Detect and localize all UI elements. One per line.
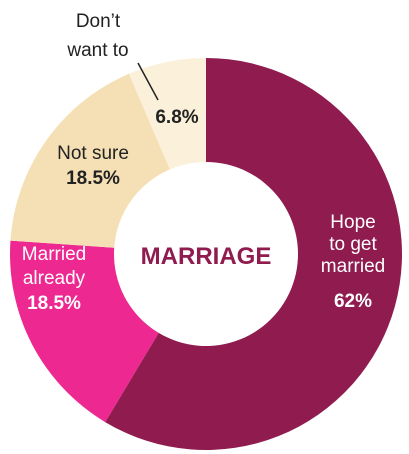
slice-label-line: to get bbox=[329, 234, 377, 255]
slice-value-label: 6.8% bbox=[155, 107, 198, 128]
slice-value-label: 62% bbox=[334, 291, 372, 312]
slice-label-dont-want-to: Don’t want to 6.8% bbox=[66, 11, 198, 128]
slice-label-not-sure: Not sure 18.5% bbox=[57, 143, 129, 189]
donut-slice-0 bbox=[105, 58, 403, 450]
donut-slice-1 bbox=[9, 240, 159, 423]
slice-label-line: Don’t bbox=[76, 11, 121, 32]
slice-label-line: Not sure bbox=[57, 143, 129, 164]
slice-value-label: 18.5% bbox=[66, 168, 120, 189]
donut-slices bbox=[9, 58, 403, 450]
leader-line bbox=[137, 62, 159, 101]
slice-label-hope-to-get-married: Hope to get married 62% bbox=[321, 212, 385, 312]
slice-label-line: Married bbox=[22, 244, 86, 265]
slice-label-line: married bbox=[321, 256, 385, 277]
slice-label-line: already bbox=[23, 268, 86, 289]
slice-label-line: Hope bbox=[330, 212, 375, 233]
donut-slice-3 bbox=[128, 58, 206, 170]
donut-slice-2 bbox=[10, 73, 170, 248]
slice-label-line: want to bbox=[66, 40, 128, 61]
center-label: MARRIAGE bbox=[141, 243, 272, 270]
slice-value-label: 18.5% bbox=[27, 293, 81, 314]
slice-label-married-already: Married already 18.5% bbox=[22, 244, 86, 314]
